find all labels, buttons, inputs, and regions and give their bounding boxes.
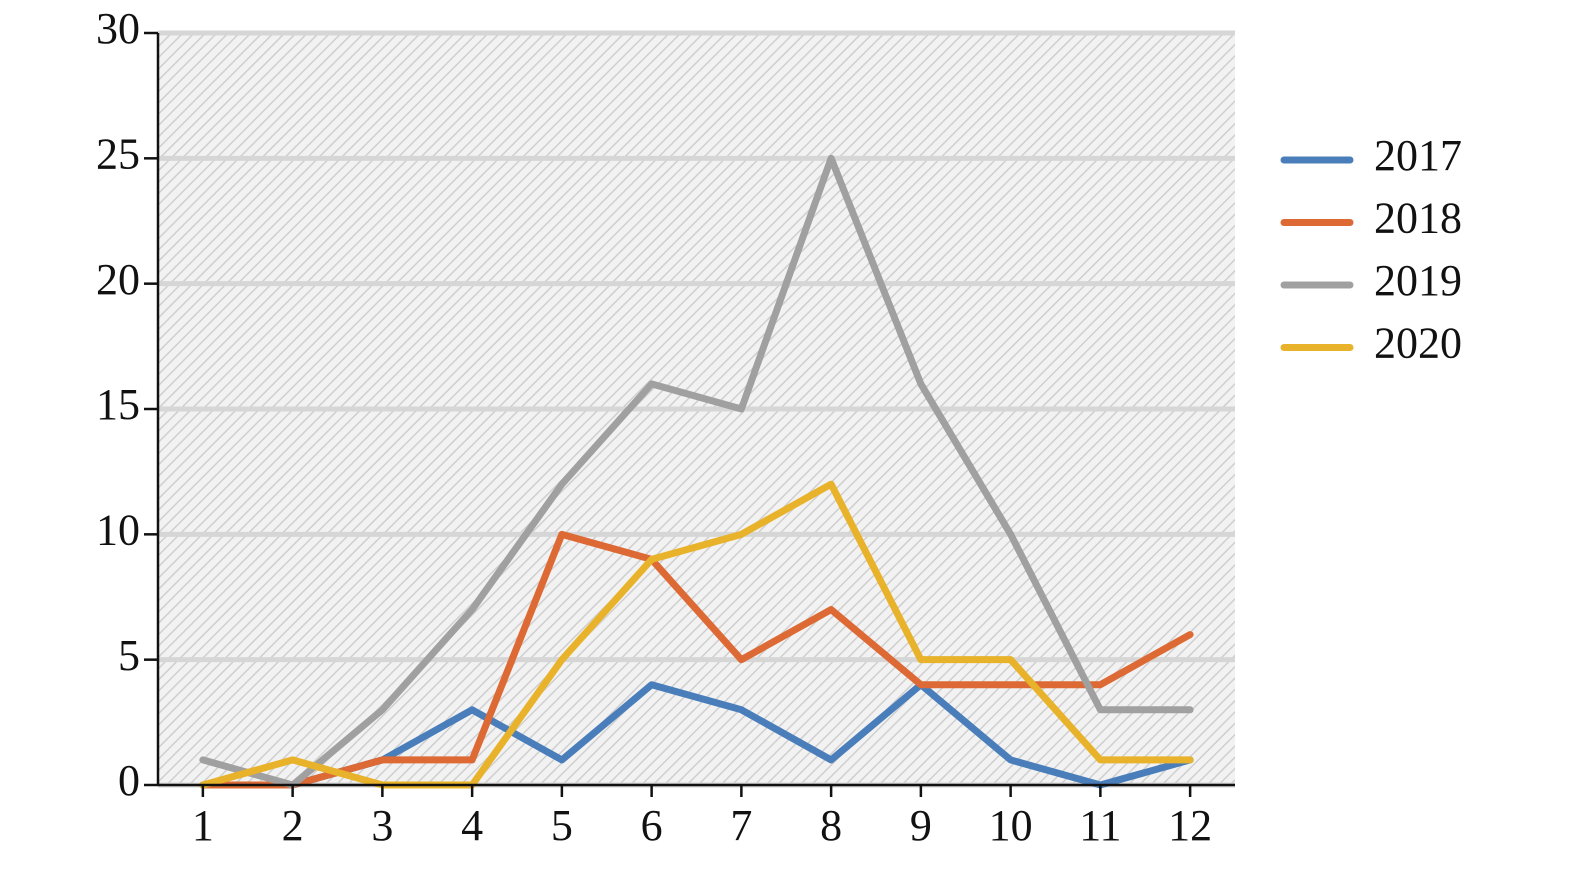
x-tick-label: 7 bbox=[730, 801, 752, 850]
x-tick-label: 9 bbox=[910, 801, 932, 850]
y-tick-label: 0 bbox=[118, 756, 140, 805]
data-line bbox=[199, 154, 1194, 789]
y-tick-label: 30 bbox=[96, 4, 140, 53]
y-tick-label: 10 bbox=[96, 505, 140, 554]
x-tick-label: 2 bbox=[282, 801, 304, 850]
legend-label: 2019 bbox=[1374, 256, 1462, 305]
y-tick-label: 5 bbox=[118, 631, 140, 680]
data-line bbox=[199, 480, 1194, 789]
legend-label: 2017 bbox=[1374, 131, 1462, 180]
x-tick-label: 4 bbox=[461, 801, 483, 850]
x-tick-label: 6 bbox=[641, 801, 663, 850]
y-tick-label: 15 bbox=[96, 380, 140, 429]
y-tick-label: 20 bbox=[96, 255, 140, 304]
y-tick-label: 25 bbox=[96, 129, 140, 178]
legend-label: 2020 bbox=[1374, 319, 1462, 368]
x-tick-label: 10 bbox=[989, 801, 1033, 850]
legend-label: 2018 bbox=[1374, 194, 1462, 243]
data-line bbox=[199, 530, 1194, 789]
x-tick-label: 3 bbox=[371, 801, 393, 850]
x-tick-label: 12 bbox=[1168, 801, 1212, 850]
x-tick-label: 8 bbox=[820, 801, 842, 850]
x-tick-label: 11 bbox=[1079, 801, 1121, 850]
x-tick-label: 1 bbox=[192, 801, 214, 850]
x-tick-label: 5 bbox=[551, 801, 573, 850]
